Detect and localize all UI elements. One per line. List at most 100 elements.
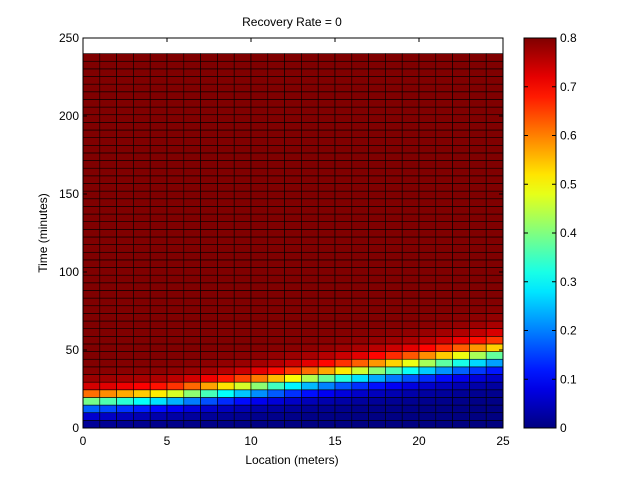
heatmap-cell bbox=[301, 99, 319, 108]
heatmap-cell bbox=[317, 190, 336, 200]
heatmap-cell bbox=[485, 167, 504, 177]
heatmap-cell bbox=[435, 290, 453, 299]
heatmap-cell bbox=[351, 259, 369, 268]
heatmap-cell bbox=[166, 389, 185, 398]
heatmap-cell bbox=[435, 60, 453, 70]
heatmap-cell bbox=[82, 305, 101, 314]
heatmap-cell bbox=[418, 229, 437, 238]
heatmap-cell bbox=[418, 60, 437, 70]
heatmap-cell bbox=[149, 366, 168, 375]
heatmap-cell bbox=[133, 60, 151, 70]
heatmap-cell bbox=[217, 122, 235, 131]
heatmap-cell bbox=[485, 144, 504, 154]
heatmap-cell bbox=[183, 297, 201, 307]
heatmap-cell bbox=[385, 229, 403, 238]
heatmap-cell bbox=[385, 343, 403, 352]
heatmap-cell bbox=[401, 99, 420, 108]
heatmap-cell bbox=[452, 351, 470, 360]
heatmap-cell bbox=[351, 236, 369, 245]
heatmap-cell bbox=[485, 420, 504, 429]
heatmap-cell bbox=[250, 397, 269, 406]
heatmap-cell bbox=[183, 305, 201, 314]
heatmap-cell bbox=[469, 167, 487, 177]
heatmap-cell bbox=[385, 76, 403, 85]
heatmap-cell bbox=[452, 83, 470, 93]
heatmap-cell bbox=[351, 175, 369, 184]
heatmap-cell bbox=[301, 274, 319, 284]
heatmap-cell bbox=[200, 366, 218, 375]
heatmap-cell bbox=[116, 114, 134, 123]
heatmap-cell bbox=[183, 91, 201, 100]
heatmap-cell bbox=[133, 83, 151, 93]
heatmap-cell bbox=[233, 236, 252, 245]
heatmap-cell bbox=[385, 236, 403, 245]
heatmap-cell bbox=[267, 99, 285, 108]
heatmap-cell bbox=[351, 282, 369, 291]
heatmap-cell bbox=[368, 206, 386, 215]
heatmap-cell bbox=[452, 198, 470, 207]
heatmap-cell bbox=[250, 366, 269, 375]
heatmap-cell bbox=[368, 198, 386, 207]
heatmap-cell bbox=[368, 53, 386, 62]
heatmap-cell bbox=[334, 328, 353, 337]
heatmap-cell bbox=[401, 91, 420, 100]
plot-area-frame bbox=[82, 37, 504, 429]
heatmap-cell bbox=[116, 160, 134, 169]
heatmap-cell bbox=[284, 420, 302, 429]
heatmap-cell bbox=[401, 267, 420, 276]
heatmap-cell bbox=[217, 198, 235, 207]
heatmap-cell bbox=[485, 351, 504, 360]
heatmap-cell bbox=[200, 343, 218, 352]
heatmap-cell bbox=[351, 267, 369, 276]
heatmap-cell bbox=[452, 129, 470, 138]
heatmap-cell bbox=[99, 167, 117, 177]
heatmap-cell bbox=[401, 76, 420, 85]
heatmap-cell bbox=[149, 404, 168, 414]
heatmap-cell bbox=[385, 114, 403, 123]
heatmap-cell bbox=[133, 420, 151, 429]
heatmap-cell bbox=[284, 351, 302, 360]
heatmap-cell bbox=[149, 290, 168, 299]
heatmap-cell bbox=[267, 404, 285, 414]
heatmap-cell bbox=[217, 420, 235, 429]
heatmap-cell bbox=[469, 183, 487, 192]
heatmap-cell bbox=[317, 60, 336, 70]
heatmap-cell bbox=[351, 190, 369, 200]
heatmap-cell bbox=[267, 305, 285, 314]
heatmap-cell bbox=[317, 420, 336, 429]
heatmap-cell bbox=[200, 144, 218, 154]
heatmap-cell bbox=[267, 397, 285, 406]
heatmap-cell bbox=[133, 374, 151, 383]
heatmap-cell bbox=[452, 381, 470, 391]
heatmap-cell bbox=[452, 99, 470, 108]
heatmap-cell bbox=[368, 267, 386, 276]
heatmap-cell bbox=[200, 274, 218, 284]
heatmap-cell bbox=[485, 290, 504, 299]
heatmap-cell bbox=[485, 76, 504, 85]
heatmap-cell bbox=[183, 221, 201, 230]
heatmap-cell bbox=[99, 76, 117, 85]
heatmap-cell bbox=[116, 320, 134, 329]
heatmap-cell bbox=[200, 305, 218, 314]
heatmap-cell bbox=[116, 206, 134, 215]
heatmap-cell bbox=[334, 53, 353, 62]
heatmap-cell bbox=[301, 313, 319, 322]
heatmap-cell bbox=[351, 206, 369, 215]
heatmap-cell bbox=[452, 267, 470, 276]
heatmap-cell bbox=[149, 190, 168, 200]
heatmap-cell bbox=[317, 313, 336, 322]
heatmap-cell bbox=[250, 68, 269, 77]
heatmap-cell bbox=[301, 251, 319, 261]
heatmap-cell bbox=[301, 305, 319, 314]
heatmap-cell bbox=[452, 229, 470, 238]
heatmap-cell bbox=[250, 282, 269, 291]
heatmap-cell bbox=[149, 412, 168, 421]
heatmap-cell bbox=[166, 183, 185, 192]
heatmap-cell bbox=[418, 328, 437, 337]
heatmap-cell bbox=[166, 206, 185, 215]
heatmap-cell bbox=[317, 412, 336, 421]
heatmap-cell bbox=[368, 129, 386, 138]
heatmap-cell bbox=[435, 152, 453, 161]
heatmap-cell bbox=[317, 183, 336, 192]
heatmap-cell bbox=[183, 122, 201, 131]
